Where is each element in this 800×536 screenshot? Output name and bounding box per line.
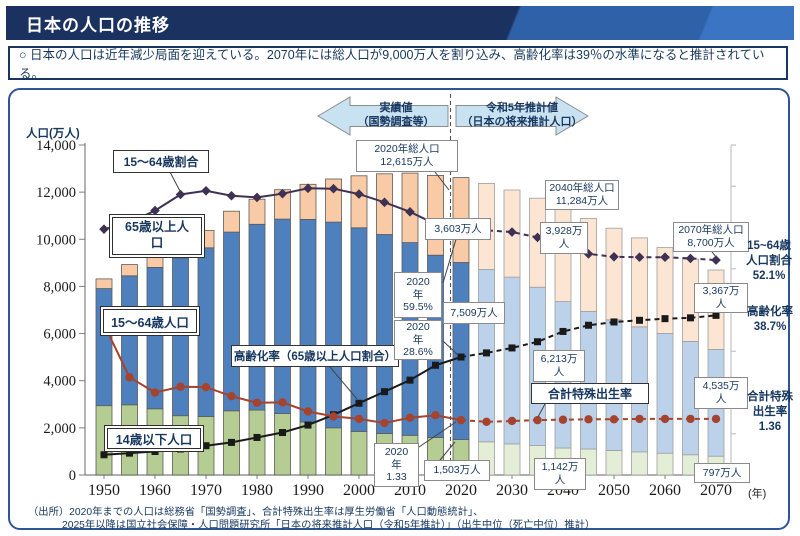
svg-text:1960: 1960 <box>139 482 171 499</box>
svg-text:0: 0 <box>69 468 76 484</box>
annotation-child-2040: 1,142万 人 <box>534 458 586 490</box>
svg-text:2000: 2000 <box>343 482 375 499</box>
annotation-working-2040: 6,213万 人 <box>533 350 585 382</box>
summary-text: ○ 日本の人口は近年減少局面を迎えている。2070年には総人口が9,000万人を… <box>19 48 765 81</box>
svg-text:1970: 1970 <box>190 482 222 499</box>
svg-text:1950: 1950 <box>88 482 120 499</box>
legend-box-aging-rate: 高齢化率（65歳以上人口割合） <box>231 345 399 367</box>
annotation-pointers <box>169 171 717 461</box>
svg-text:2030: 2030 <box>496 482 528 499</box>
source-note: （出所）2020年までの人口は総務省「国勢調査」、合計特殊出生率は厚生労働省「人… <box>28 506 595 532</box>
page-title: 日本の人口の推移 <box>26 15 170 35</box>
annotation-senior-2070: 3,367万 人 <box>694 283 748 313</box>
annotation-working-2070: 4,535万 人 <box>694 377 748 409</box>
svg-text:6,000: 6,000 <box>43 327 76 343</box>
source-line-1: （出所）2020年までの人口は総務省「国勢調査」、合計特殊出生率は厚生労働省「人… <box>28 507 484 518</box>
line-series <box>99 183 721 265</box>
actual-period-arrow-label: 実績値 （国勢調査等） <box>357 101 435 128</box>
end-label-aging-rate: 高齢化率 38.7% <box>747 306 793 333</box>
annotation-senior-2020: 3,603万人 <box>425 218 491 240</box>
actual-period-arrow <box>317 96 449 136</box>
left-axis: 0 2,000 4,000 6,000 8,000 10,000 12,000 14,000 <box>36 138 86 484</box>
annotation-total-2070: 2070年総人口 8,700万人 <box>673 222 749 252</box>
svg-text:14,000: 14,000 <box>36 138 76 154</box>
x-axis-unit-label: (年) <box>748 488 767 500</box>
svg-text:1990: 1990 <box>292 482 324 499</box>
annotation-working-2020: 7,509万人 <box>443 302 505 324</box>
title-bar: 日本の人口の推移 <box>6 6 794 40</box>
legend-box-senior-population: 65歳以上人 口 <box>109 214 205 258</box>
annotation-total-2020: 2020年総人口 12,615万人 <box>356 140 458 172</box>
svg-text:2050: 2050 <box>598 482 630 499</box>
svg-text:2060: 2060 <box>649 482 681 499</box>
svg-text:2070: 2070 <box>700 482 732 499</box>
annotation-child-2070: 797万人 <box>694 463 750 483</box>
svg-text:2020: 2020 <box>445 482 477 499</box>
annotation-total-2040: 2040年総人口 11,284万人 <box>545 180 619 210</box>
svg-text:2,000: 2,000 <box>43 421 76 437</box>
annotation-senior-2040: 3,928万 人 <box>540 222 588 254</box>
svg-text:10,000: 10,000 <box>36 232 76 248</box>
svg-text:1980: 1980 <box>241 482 273 499</box>
end-label-working-share: 15~64歳 人口割合 52.1% <box>746 240 792 282</box>
legend-box-tfr: 合計特殊出生率 <box>531 383 649 404</box>
svg-text:4,000: 4,000 <box>43 374 76 390</box>
projection-period-arrow <box>455 96 589 136</box>
annotation-tfr-2020: 2020 年 1.33 <box>374 443 419 487</box>
projection-period-arrow-label: 令和5年推計値 （日本の将来推計人口） <box>461 101 583 128</box>
svg-text:12,000: 12,000 <box>36 185 76 201</box>
annotation-child-2020: 1,503万人 <box>424 460 490 481</box>
legend-box-working-share: 15～64歳割合 <box>113 150 209 173</box>
y-axis-title: 人口(万人) <box>26 128 80 140</box>
end-label-tfr: 合計特殊 出生率 1.36 <box>747 391 793 433</box>
summary-callout: ○ 日本の人口は近年減少局面を迎えている。2070年には総人口が9,000万人を… <box>8 46 788 81</box>
annotation-aging-rate-2020: 2020 年 28.6% <box>394 320 442 360</box>
annotation-working-share-2020: 2020 年 59.5% <box>394 272 442 318</box>
legend-box-working-population: 15～64歳人口 <box>100 306 200 336</box>
line-series <box>99 320 721 428</box>
legend-box-child-population: 14歳以下人口 <box>104 425 204 452</box>
source-line-2: 2025年以降は国立社会保障・人口問題研究所「日本の将来推計人口（令和5年推計）… <box>62 520 596 532</box>
svg-text:8,000: 8,000 <box>43 279 76 295</box>
